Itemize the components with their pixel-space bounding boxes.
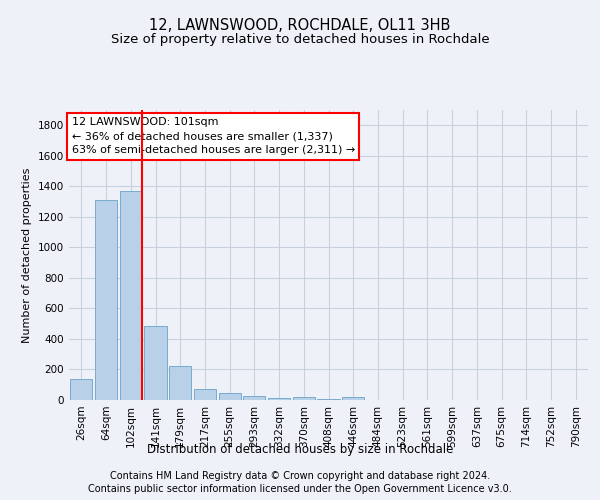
Bar: [169, 366, 191, 400]
Bar: [268, 398, 290, 400]
Bar: [70, 378, 92, 400]
Bar: [342, 397, 364, 400]
Text: 12 LAWNSWOOD: 101sqm
← 36% of detached houses are smaller (1,337)
63% of semi-de: 12 LAWNSWOOD: 101sqm ← 36% of detached h…: [71, 117, 355, 155]
Bar: [145, 326, 167, 400]
Bar: [317, 399, 340, 400]
Text: 12, LAWNSWOOD, ROCHDALE, OL11 3HB: 12, LAWNSWOOD, ROCHDALE, OL11 3HB: [149, 18, 451, 32]
Bar: [243, 396, 265, 400]
Text: Distribution of detached houses by size in Rochdale: Distribution of detached houses by size …: [147, 442, 453, 456]
Bar: [218, 393, 241, 400]
Text: Size of property relative to detached houses in Rochdale: Size of property relative to detached ho…: [110, 32, 490, 46]
Bar: [119, 191, 142, 400]
Text: Contains HM Land Registry data © Crown copyright and database right 2024.: Contains HM Land Registry data © Crown c…: [110, 471, 490, 481]
Bar: [194, 388, 216, 400]
Bar: [293, 397, 315, 400]
Text: Contains public sector information licensed under the Open Government Licence v3: Contains public sector information licen…: [88, 484, 512, 494]
Y-axis label: Number of detached properties: Number of detached properties: [22, 168, 32, 342]
Bar: [95, 200, 117, 400]
